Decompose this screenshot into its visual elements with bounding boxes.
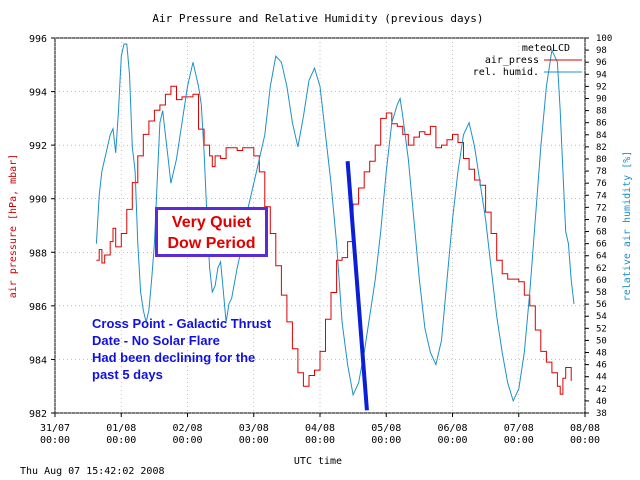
left-tick-label: 996 xyxy=(29,34,47,45)
right-tick-label: 48 xyxy=(596,349,607,359)
right-tick-label: 52 xyxy=(596,324,607,334)
x-axis-label: UTC time xyxy=(294,456,342,467)
note-line-4: past 5 days xyxy=(92,367,163,382)
right-tick-label: 60 xyxy=(596,276,607,286)
right-tick-label: 40 xyxy=(596,397,607,407)
left-axis-ticks: 982 984 986 988 990 992 994 996 xyxy=(29,34,55,420)
right-tick-label: 62 xyxy=(596,264,607,274)
left-tick-label: 990 xyxy=(29,195,47,206)
chart-title: Air Pressure and Relative Humidity (prev… xyxy=(152,12,483,25)
right-tick-label: 78 xyxy=(596,167,607,177)
x-tick-date: 04/08 xyxy=(305,423,335,434)
right-tick-label: 44 xyxy=(596,373,607,383)
x-tick-time: 00:00 xyxy=(504,435,534,446)
x-tick-time: 00:00 xyxy=(40,435,70,446)
y-axis-label-right: relative air humidity [%] xyxy=(622,151,633,302)
right-tick-label: 74 xyxy=(596,191,607,201)
x-tick-time: 00:00 xyxy=(371,435,401,446)
right-tick-label: 46 xyxy=(596,361,607,371)
left-tick-label: 994 xyxy=(29,88,47,99)
x-axis-ticks: 31/0700:0001/0800:0002/0800:0003/0800:00… xyxy=(40,413,600,446)
right-tick-label: 96 xyxy=(596,58,607,68)
series-line-rel-humid xyxy=(95,43,575,403)
annotation-line xyxy=(345,161,369,411)
x-tick-date: 01/08 xyxy=(106,423,136,434)
left-tick-label: 992 xyxy=(29,141,47,152)
legend-title: meteoLCD xyxy=(522,43,570,54)
right-tick-label: 42 xyxy=(596,385,607,395)
x-tick-time: 00:00 xyxy=(239,435,269,446)
legend-label-rel-humid: rel. humid. xyxy=(473,67,539,78)
x-tick-date: 06/08 xyxy=(437,423,467,434)
note-line-2: Date - No Solar Flare xyxy=(92,333,220,348)
note-line-3: Had been declining for the xyxy=(92,350,256,365)
right-tick-label: 68 xyxy=(596,228,607,238)
right-tick-label: 80 xyxy=(596,155,607,165)
right-tick-label: 64 xyxy=(596,252,607,262)
x-tick-date: 02/08 xyxy=(172,423,202,434)
quiet-period-line-1: Very Quiet xyxy=(171,214,252,231)
x-tick-time: 00:00 xyxy=(172,435,202,446)
right-tick-label: 54 xyxy=(596,312,607,322)
right-tick-label: 88 xyxy=(596,107,607,117)
right-tick-label: 92 xyxy=(596,82,607,92)
x-tick-time: 00:00 xyxy=(305,435,335,446)
x-tick-time: 00:00 xyxy=(106,435,136,446)
note-line-1: Cross Point - Galactic Thrust xyxy=(92,316,272,331)
x-tick-date: 05/08 xyxy=(371,423,401,434)
right-tick-label: 86 xyxy=(596,119,607,129)
left-tick-label: 982 xyxy=(29,409,47,420)
quiet-period-callout: Very Quiet Dow Period xyxy=(155,207,268,257)
right-tick-label: 70 xyxy=(596,215,607,225)
right-tick-label: 72 xyxy=(596,203,607,213)
right-axis-ticks: 38 40 42 44 46 48 50 52 54 56 58 60 62 64 66 68 70 72 74 76… xyxy=(585,34,612,419)
left-tick-label: 984 xyxy=(29,355,47,366)
quiet-period-line-2: Dow Period xyxy=(167,235,256,252)
x-tick-date: 31/07 xyxy=(40,423,70,434)
footer-timestamp: Thu Aug 07 15:42:02 2008 xyxy=(20,466,165,477)
series-line-air-press xyxy=(96,85,572,395)
right-tick-label: 94 xyxy=(596,70,607,80)
right-tick-label: 98 xyxy=(596,46,607,56)
right-tick-label: 84 xyxy=(596,131,607,141)
right-tick-label: 50 xyxy=(596,336,607,346)
right-tick-label: 100 xyxy=(596,34,612,44)
right-tick-label: 66 xyxy=(596,240,607,250)
x-tick-time: 00:00 xyxy=(437,435,467,446)
right-tick-label: 56 xyxy=(596,300,607,310)
legend-label-air-press: air_press xyxy=(485,55,539,66)
x-tick-time: 00:00 xyxy=(570,435,600,446)
right-tick-label: 76 xyxy=(596,179,607,189)
x-tick-date: 07/08 xyxy=(504,423,534,434)
right-tick-label: 90 xyxy=(596,94,607,104)
y-axis-label-left: air pressure [hPa, mbar] xyxy=(8,154,19,299)
legend: meteoLCD air_press rel. humid. xyxy=(473,43,582,78)
right-tick-label: 58 xyxy=(596,288,607,298)
galactic-thrust-note: Cross Point - Galactic Thrust Date - No … xyxy=(92,315,322,383)
left-tick-label: 988 xyxy=(29,248,47,259)
x-tick-date: 03/08 xyxy=(239,423,269,434)
series-layer xyxy=(95,43,575,403)
right-tick-label: 38 xyxy=(596,409,607,419)
left-tick-label: 986 xyxy=(29,302,47,313)
right-tick-label: 82 xyxy=(596,143,607,153)
x-tick-date: 08/08 xyxy=(570,423,600,434)
